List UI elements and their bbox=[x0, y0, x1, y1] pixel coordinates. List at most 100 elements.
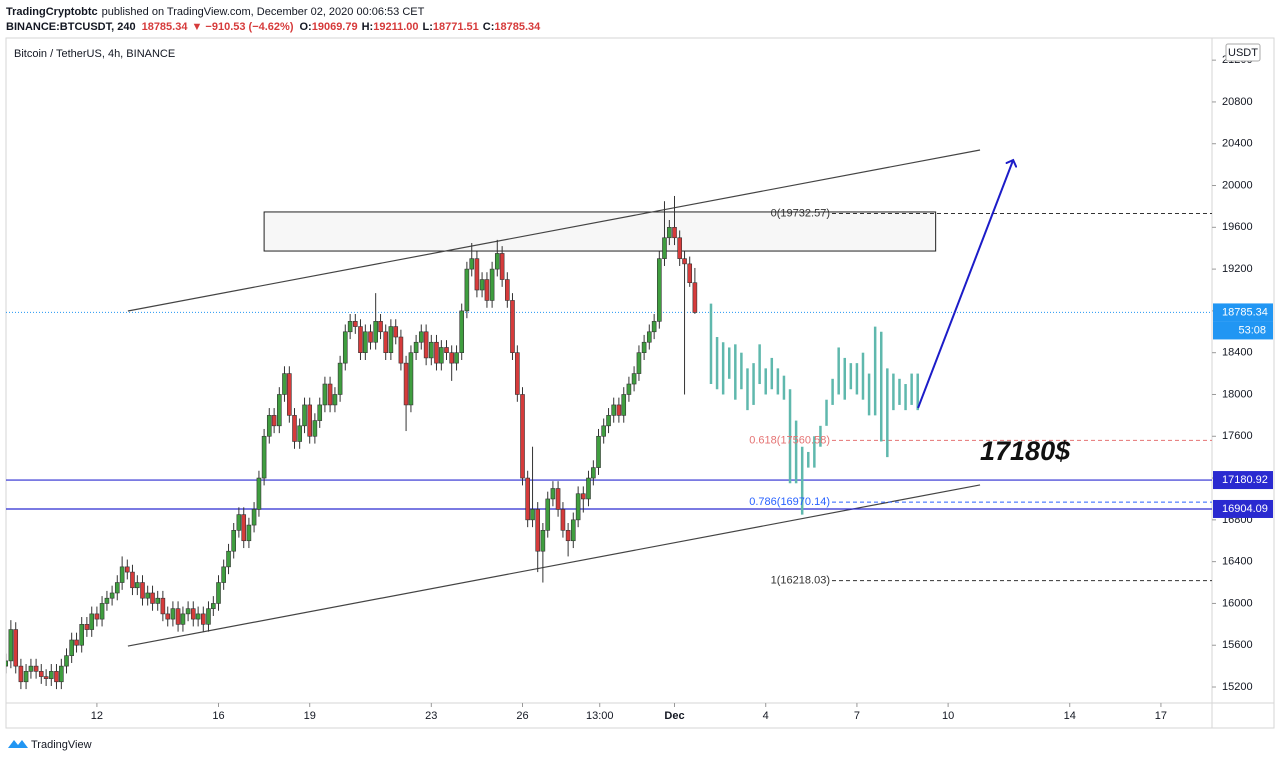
candle-body bbox=[575, 493, 581, 521]
x-tick-label: 12 bbox=[91, 710, 103, 722]
candle-body bbox=[418, 331, 424, 343]
y-tick-label: 18400 bbox=[1222, 347, 1253, 359]
countdown-tag bbox=[1213, 321, 1273, 340]
candle-body bbox=[393, 326, 399, 338]
candle-body bbox=[307, 404, 313, 437]
candle-body bbox=[651, 321, 657, 333]
frame bbox=[5, 37, 1275, 729]
x-tick-label: 17 bbox=[1155, 710, 1167, 722]
candle-body bbox=[677, 237, 682, 259]
y-tick-label: 18000 bbox=[1222, 388, 1253, 400]
candle-body bbox=[510, 300, 515, 353]
price-tag-label: 16904.09 bbox=[1222, 503, 1268, 515]
candle-body bbox=[195, 613, 201, 620]
candle-body bbox=[38, 671, 44, 677]
candle-body bbox=[611, 404, 617, 416]
candle-body bbox=[342, 331, 348, 364]
last-price-label: 18785.34 bbox=[1222, 306, 1268, 318]
y-tick-label: 20400 bbox=[1222, 138, 1253, 150]
candle-body bbox=[140, 582, 145, 599]
candle-body bbox=[464, 268, 470, 312]
candle-body bbox=[378, 321, 383, 333]
plot bbox=[6, 149, 1212, 690]
q-label: C: bbox=[483, 21, 495, 33]
candle-body bbox=[570, 519, 576, 542]
candle-body bbox=[48, 671, 54, 679]
candle-body bbox=[241, 514, 247, 542]
candle-body bbox=[454, 352, 459, 364]
x-tick-label: 23 bbox=[425, 710, 437, 722]
quote-line: BINANCE:BTCUSDT, 240 18785.34 ▼ −910.53 (−… bbox=[6, 21, 541, 33]
y-tick-label: 20800 bbox=[1222, 96, 1253, 108]
candle-body bbox=[616, 404, 622, 416]
candle-body bbox=[287, 373, 292, 416]
x-tick-label: 10 bbox=[942, 710, 954, 722]
candle-body bbox=[484, 279, 490, 301]
candle-body bbox=[109, 592, 115, 599]
x-tick-label: 7 bbox=[854, 710, 860, 722]
candle-body bbox=[135, 582, 140, 589]
candle-body bbox=[388, 326, 394, 353]
candle-body bbox=[312, 420, 318, 437]
candle-body bbox=[434, 341, 439, 364]
brand: TradingView bbox=[31, 739, 92, 751]
candle-body bbox=[327, 383, 333, 406]
candle-body bbox=[155, 597, 161, 604]
price-tag bbox=[1213, 499, 1273, 518]
candle-body bbox=[79, 624, 84, 646]
candle-body bbox=[408, 352, 414, 406]
candle-body bbox=[413, 341, 419, 353]
candle-body bbox=[8, 629, 14, 662]
candle-body bbox=[667, 227, 672, 239]
candle-body bbox=[662, 237, 667, 259]
candle-body bbox=[322, 383, 328, 406]
candle-body bbox=[469, 258, 475, 270]
candle-body bbox=[423, 331, 429, 359]
candle-body bbox=[403, 362, 409, 406]
candle-body bbox=[119, 566, 125, 583]
candle-body bbox=[261, 435, 267, 479]
candle-body bbox=[297, 425, 302, 442]
candle-body bbox=[165, 613, 171, 620]
q-label: O: bbox=[299, 21, 311, 33]
candle-body bbox=[266, 415, 272, 437]
price-tag-label: 17180.92 bbox=[1222, 474, 1268, 486]
candle-body bbox=[601, 425, 606, 437]
price-tag bbox=[1213, 471, 1273, 490]
arrow bbox=[917, 160, 1013, 409]
candle-body bbox=[636, 352, 642, 374]
candle-body bbox=[626, 383, 632, 395]
y-tick-label: 20000 bbox=[1222, 179, 1253, 191]
candle-body bbox=[535, 509, 541, 552]
candle-body bbox=[515, 352, 520, 395]
candle-body bbox=[672, 227, 677, 239]
candle-body bbox=[54, 671, 59, 683]
candle-body bbox=[160, 597, 166, 615]
candle-body bbox=[28, 665, 34, 672]
y-tick-label: 15200 bbox=[1222, 681, 1253, 693]
candle-body bbox=[206, 608, 211, 625]
candle-body bbox=[221, 566, 226, 583]
candle-body bbox=[505, 279, 510, 301]
fib-label: 0.786(16970.14) bbox=[749, 496, 830, 508]
candle-body bbox=[180, 613, 186, 625]
candle-body bbox=[64, 655, 69, 667]
candle-body bbox=[687, 263, 693, 284]
candle-body bbox=[444, 347, 449, 353]
candle-body bbox=[69, 639, 74, 656]
last: 18785.34 bbox=[142, 21, 189, 33]
candle-body bbox=[474, 258, 480, 291]
candle-body bbox=[201, 613, 206, 625]
candle-body bbox=[277, 394, 282, 427]
candle-body bbox=[581, 493, 586, 500]
x-tick-label: 26 bbox=[516, 710, 528, 722]
candle-body bbox=[494, 253, 500, 270]
last-price-tag bbox=[1213, 303, 1273, 322]
candle-body bbox=[591, 467, 596, 479]
candle-body bbox=[74, 639, 79, 646]
candle-body bbox=[550, 488, 556, 500]
candle-body bbox=[540, 529, 546, 552]
candle-body bbox=[43, 676, 49, 679]
candle-body bbox=[555, 488, 561, 510]
candle-body bbox=[23, 671, 29, 683]
